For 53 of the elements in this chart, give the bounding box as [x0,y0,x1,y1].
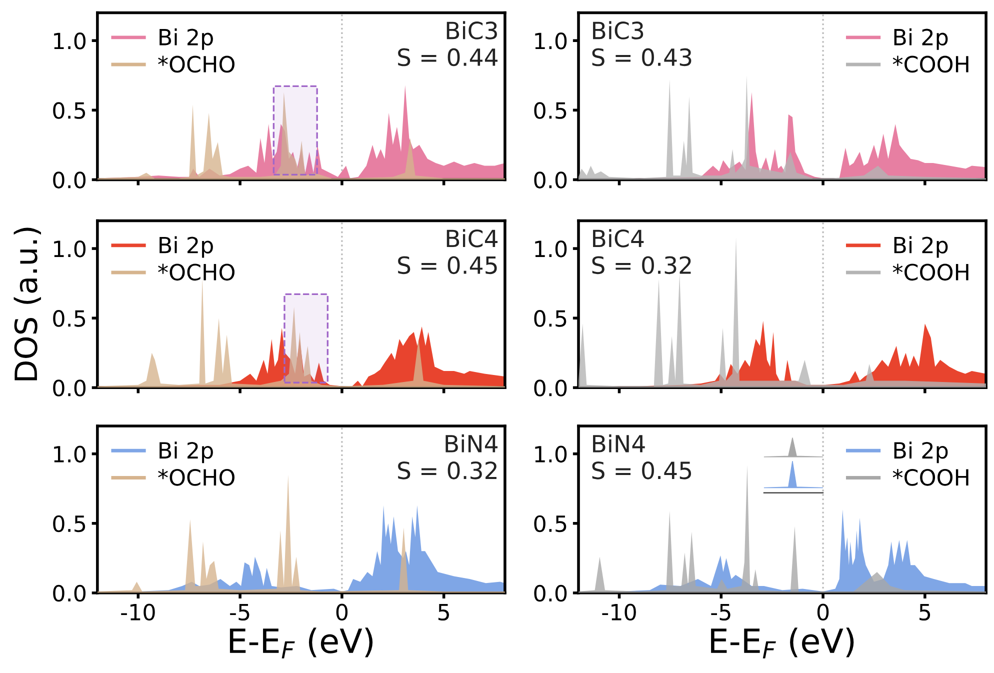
y-tick-label: 0.0 [53,380,86,396]
x-tick-label: 5 [438,604,449,621]
legend-label: Bi 2p [894,28,948,50]
y-tick-label: 0.5 [53,310,86,327]
x-tick-label: -10 [121,604,155,621]
y-tick-label: 0.0 [534,172,567,188]
annotation: S = 0.44 [398,48,498,66]
x-tick-label: -5 [711,604,730,621]
y-tick-label: 1.0 [535,240,567,258]
y-tick-label: 0.5 [53,515,86,532]
legend-label: Bi 2p [160,236,213,258]
annotation: S = 0.32 [592,256,691,274]
legend-label: Bi 2p [894,442,948,464]
legend-label: Bi 2p [894,236,948,258]
legend-label: Bi 2p [160,28,213,50]
x-tick-label: 5 [920,604,930,621]
legend-label: *OCHO [158,56,234,73]
y-tick-label: 0.5 [534,102,566,119]
y-tick-label: 0.0 [534,380,567,396]
y-tick-label: 0.0 [53,584,86,602]
annotation: BiC4 [446,229,498,248]
y-tick-label: 1.0 [54,446,86,463]
legend-label: *COOH [892,56,968,73]
y-tick-label: 0.5 [534,515,566,532]
annotation: BiN4 [446,434,498,452]
y-tick-label: 1.0 [535,32,567,50]
x-tick-label: 0 [817,604,829,621]
x-axis-title: E-E$_{F}$ (eV) [230,628,373,658]
annotation: BiC4 [593,229,644,248]
y-tick-label: 1.0 [54,240,86,258]
x-tick-label: -10 [602,604,636,621]
annotation: BiC3 [446,21,497,40]
y-tick-label: 1.0 [54,32,86,50]
legend-label: *COOH [892,469,968,486]
y-tick-label: 0.0 [53,172,86,188]
legend-label: Bi 2p [160,442,213,464]
annotation: BiN4 [593,434,645,452]
legend-label: *OCHO [158,469,234,486]
y-tick-label: 0.5 [53,102,86,119]
y-tick-label: 0.0 [534,584,567,602]
legend-label: *COOH [892,264,968,281]
x-tick-label: 0 [336,604,348,621]
annotation: S = 0.32 [398,461,496,480]
annotation: BiC3 [593,21,644,40]
legend-label: *OCHO [158,264,234,281]
annotation: S = 0.45 [592,461,692,480]
annotation: S = 0.45 [398,256,497,274]
annotation: S = 0.43 [592,48,692,66]
y-tick-label: 1.0 [535,446,567,463]
x-tick-label: -5 [230,604,250,621]
y-tick-label: 0.5 [534,310,566,327]
y-axis-title: DOS (a.u.) [14,228,41,380]
x-axis-title: E-E$_{F}$ (eV) [711,628,854,658]
